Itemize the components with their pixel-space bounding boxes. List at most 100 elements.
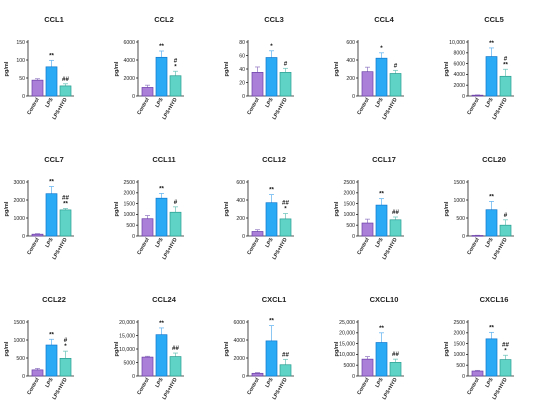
x-category-label: Control (136, 377, 151, 396)
significance-label: * (64, 343, 67, 350)
x-category-label: Control (246, 97, 261, 116)
x-category-label: LPS (154, 377, 165, 389)
y-axis-label: pg/ml (444, 201, 450, 216)
y-tick-label: 1500 (453, 180, 465, 186)
y-tick-label: 20,000 (339, 331, 355, 337)
bar-lps (155, 56, 168, 97)
significance-label: # (394, 62, 398, 69)
chart-panel-ccl7: CCL7pg/ml0100020003000Control**LPS##**LP… (4, 155, 74, 261)
y-tick-label: 20 (239, 80, 245, 86)
chart-panel-cxcl10: CXCL10 pg/ml 0 5000 10,000 15,000 20,000 25,000… (334, 295, 404, 401)
y-tick-label: 6000 (453, 61, 465, 67)
x-category-label: Control (26, 377, 41, 396)
y-tick-label: 60 (239, 53, 245, 59)
significance-label: ** (49, 52, 54, 59)
x-category-label: LPS (484, 377, 495, 389)
significance-label: ** (269, 187, 274, 194)
chart-panel-ccl11: CCL11 pg/ml 0 500 1000 1500 2000 2500 Control ** L… (114, 155, 184, 261)
y-tick-label: 400 (346, 58, 355, 64)
chart-panel-ccl5: CCL5 pg/ml 0 2000 4000 6000 8000 10,000 Control *… (444, 15, 514, 121)
bar-lps (265, 57, 278, 97)
bar-lps (375, 57, 388, 97)
y-axis-label: pg/ml (224, 341, 230, 356)
y-tick-label: 0 (22, 374, 25, 380)
chart-panel-cxcl1: CXCL1pg/ml0200040006000Control**LPS##LPS… (224, 295, 294, 401)
significance-label: ## (172, 345, 179, 352)
significance-label: ## (392, 351, 399, 358)
x-category-label: LPS (44, 237, 55, 249)
x-category-label: LPS (44, 377, 55, 389)
y-axis-label: pg/ml (4, 61, 10, 76)
y-tick-label: 40 (239, 67, 245, 73)
significance-label: ## (62, 76, 69, 83)
y-tick-label: 1500 (453, 341, 465, 347)
y-tick-label: 8000 (453, 51, 465, 57)
significance-label: ** (63, 200, 68, 207)
y-axis-label: pg/ml (444, 61, 450, 76)
x-category-label: Control (26, 237, 41, 256)
chart-panel-ccl24: CCL24 pg/ml 0 5000 10,000 15,000 20,000 Control… (114, 295, 184, 401)
panel-title: CCL3 (264, 15, 284, 24)
y-tick-label: 5000 (343, 363, 355, 369)
y-axis-label: pg/ml (444, 341, 450, 356)
significance-label: ** (49, 331, 54, 338)
x-category-label: LPS (264, 377, 275, 389)
significance-label: ** (379, 191, 384, 198)
x-category-label: LPS (264, 97, 275, 109)
bar-lps (155, 197, 168, 237)
y-axis-label: pg/ml (114, 201, 120, 216)
panel-title: CXCL16 (480, 295, 509, 304)
bar-lps (375, 342, 388, 377)
bar-control (251, 372, 264, 377)
bar-control (361, 222, 374, 237)
y-tick-label: 4000 (233, 338, 245, 344)
y-tick-label: 400 (236, 198, 245, 204)
bar-lps-hyd (279, 364, 292, 377)
panel-title: CXCL10 (370, 295, 399, 304)
x-category-label: LPS (484, 237, 495, 249)
y-tick-label: 1500 (343, 201, 355, 207)
y-tick-label: 1500 (13, 320, 25, 326)
bar-lps-hyd (59, 209, 72, 237)
x-category-label: LPS (374, 237, 385, 249)
significance-label: ** (489, 324, 494, 331)
bar-lps-hyd (279, 218, 292, 237)
y-tick-label: 10,000 (119, 347, 135, 353)
y-axis-label: pg/ml (114, 341, 120, 356)
significance-label: # (174, 57, 178, 64)
bar-lps (485, 56, 498, 97)
bar-control (471, 235, 484, 237)
bar-control (361, 71, 374, 97)
bar-lps-hyd (59, 85, 72, 97)
significance-label: * (174, 63, 177, 70)
bar-lps-hyd (499, 224, 512, 237)
panel-title: CCL1 (44, 15, 64, 24)
bar-control (141, 356, 154, 377)
y-tick-label: 0 (242, 94, 245, 100)
y-tick-label: 1000 (13, 338, 25, 344)
significance-label: ** (379, 325, 384, 332)
x-category-label: Control (136, 237, 151, 256)
y-tick-label: 1000 (453, 198, 465, 204)
bar-lps-hyd (279, 72, 292, 97)
chart-panel-ccl2: CCL2pg/ml0200040006000Control**LPS#*LPS+… (114, 15, 184, 121)
y-tick-label: 2000 (123, 76, 135, 82)
y-tick-label: 2000 (13, 198, 25, 204)
significance-label: ## (392, 209, 399, 216)
y-tick-label: 1000 (453, 352, 465, 358)
x-category-label: LPS (374, 97, 385, 109)
panel-title: CCL4 (374, 15, 394, 24)
panel-title: CCL11 (152, 155, 175, 164)
chart-panel-ccl12: CCL12pg/ml0200400600Control**LPS##*LPS+H… (224, 155, 294, 261)
y-axis-label: pg/ml (224, 61, 230, 76)
y-tick-label: 3000 (13, 180, 25, 186)
bar-lps-hyd (389, 73, 402, 97)
significance-label: ## (282, 351, 289, 358)
y-tick-label: 600 (236, 180, 245, 186)
panel-title: CCL2 (154, 15, 174, 24)
y-tick-label: 1000 (13, 216, 25, 222)
significance-label: ## (282, 200, 289, 207)
y-axis-label: pg/ml (334, 201, 340, 216)
